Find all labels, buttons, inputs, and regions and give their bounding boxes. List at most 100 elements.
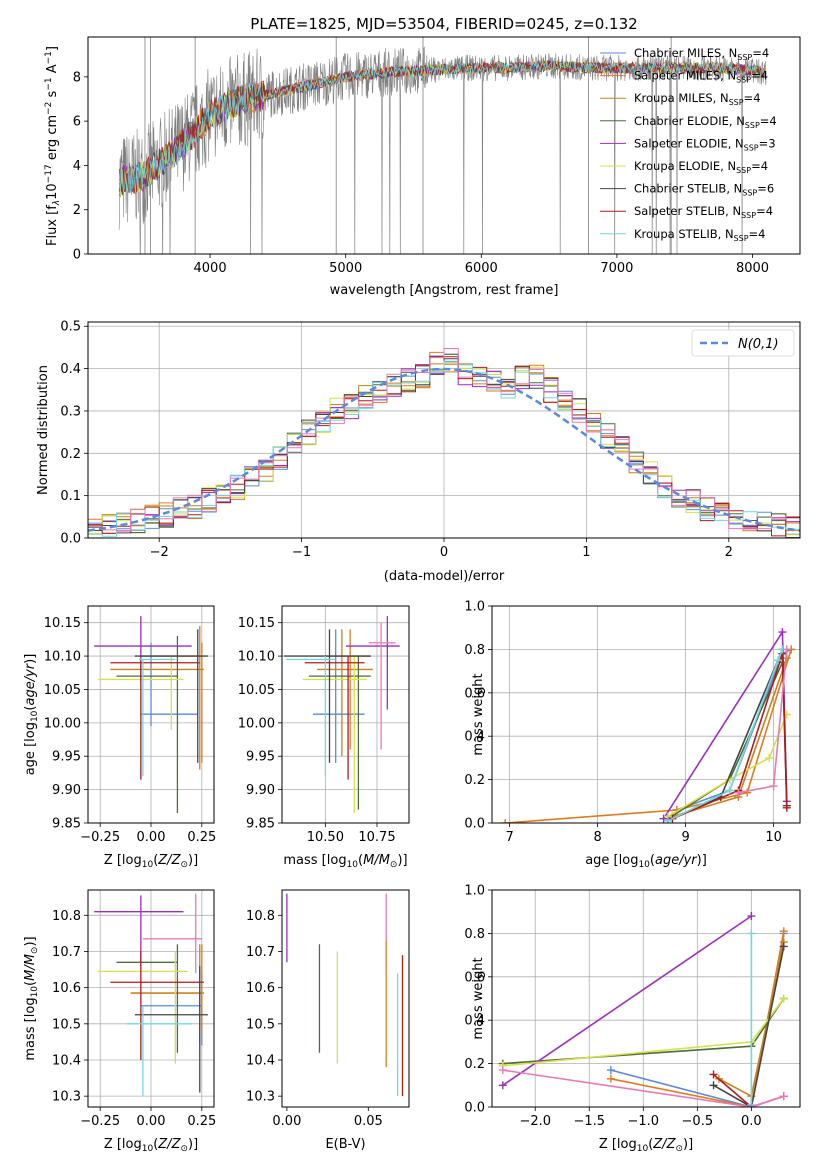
errorbar-plot-area [94,616,208,813]
legend-n-letter: N [735,136,744,150]
y-tick-label: 10.4 [246,1053,275,1068]
weight-point-marker [743,788,752,797]
weight-series-line [713,946,785,1107]
y-tick-label: 0 [73,248,81,263]
x-axis-label: (data-model)/error [384,569,505,584]
legend-n-value: 4 [769,114,776,128]
y-tick-label: 9.85 [52,817,81,832]
legend-n-sub: SSP [737,53,752,62]
weight-point-marker [747,929,756,938]
y-label-part: −1 [44,51,54,64]
label-part: Z [log [104,853,142,868]
y-label-part: −17 [44,164,54,183]
y-label-part: ] [45,46,60,51]
x-tick-label: 4000 [194,261,227,276]
legend-n-sub: SSP [742,189,757,198]
legend-n-value: 4 [762,46,769,60]
x-tick-label: 0.25 [187,830,216,845]
label-part: 10 [347,860,359,870]
weight-vs-metallicity-panel: −2.0 −1.5 −1.0 −0.5 0.0 0.0 0.2 0.4 0.6 0.8 1.0 Z [… [464,884,801,1154]
spectrum-plot-area [118,37,767,254]
legend-eq: = [760,114,770,128]
y-tick-label: 6 [73,115,81,130]
residual-histogram-step [88,348,800,538]
y-tick-label: 0.2 [60,447,81,462]
y-tick-label: 9.95 [246,750,275,765]
weight-point-marker [774,656,782,665]
legend-n-value: 4 [761,69,768,83]
weight-point-marker [606,1074,615,1083]
x-axis-label: age [log10​(age/yr)] [585,853,707,870]
label-part: 10 [142,860,154,870]
errorbar-plot-area [286,893,404,1097]
weight-point-marker [709,1081,718,1090]
age-vs-metallicity-panel: −0.25 0.00 0.25 9.85 9.90 9.95 10.00 10.05 10.10… [23,605,216,870]
y-tick-label: 0.6 [464,970,485,985]
histogram-legend-box [691,329,795,357]
label-part: ( [358,853,363,868]
x-tick-label: 0.05 [354,1114,383,1129]
legend-n-sub: SSP [729,98,744,107]
label-part: ( [650,853,655,868]
y-tick-label: 0.6 [464,686,485,701]
y-tick-label: 0.4 [464,1014,485,1029]
legend-n-letter: N [727,159,736,173]
mass-vs-reddening-panel: 0.00 0.05 10.3 10.4 10.5 10.6 10.7 10.8 E(B-V) [246,889,410,1152]
label-part: age [log [23,722,38,775]
legend-lib: Kroupa STELIB [634,227,718,241]
x-axis-label: wavelength [Angstrom, rest frame] [330,283,559,298]
y-tick-label: 0.0 [464,817,485,832]
legend-n-letter: N [720,91,729,105]
chart-title: PLATE=1825, MJD=53504, FIBERID=0245, z=0… [250,15,637,33]
y-tick-label: 10.8 [52,909,81,924]
label-part: 10 [638,860,650,870]
axes-frame [87,36,801,255]
x-tick-label: 0 [440,545,448,560]
x-tick-label: 0.00 [272,1114,301,1129]
weight-point-marker [725,786,734,795]
label-part: age [log [585,853,638,868]
weight-point-marker [747,1103,756,1107]
x-tick-label: −0.5 [682,1114,714,1129]
legend-entry: Salpeter STELIB, NSSP=4 [634,204,773,220]
weight-point-marker [769,782,778,791]
legend-n-sub: SSP [741,211,756,220]
y-label-part: Flux [f [45,205,60,246]
label-part: )] [397,853,407,868]
legend-n-value: 6 [767,182,774,196]
label-part: ( [153,1137,158,1152]
y-tick-label: 9.90 [52,783,81,798]
x-tick-label: 7000 [600,261,633,276]
y-label-part: erg cm [45,115,60,164]
residual-histogram-panel: −2 −1 0 1 2 0.0 0.1 0.2 0.3 0.4 0.5 N(0,1) (data-mod… [36,320,801,584]
legend-entry: Chabrier ELODIE, NSSP=4 [634,114,777,130]
y-tick-label: 0.8 [464,927,485,942]
legend-lib: Salpeter ELODIE [634,136,728,150]
y-tick-label: 10.5 [52,1017,81,1032]
label-part: ⊙ [180,860,188,870]
x-axis-label: Z [log10​(Z/Z⊙​)] [104,1137,198,1154]
x-axis-label: E(B-V) [325,1137,365,1152]
legend-sep: , [720,159,727,173]
legend-lib: Chabrier STELIB [634,182,726,196]
y-label-part: A [45,64,60,77]
legend-n-letter: N [725,227,734,241]
label-part: )] [683,1137,693,1152]
errorbar-plot-area [284,616,400,813]
legend-n-value: 4 [753,91,760,105]
y-tick-label: 10.00 [238,716,275,731]
x-tick-label: 1 [582,545,590,560]
y-tick-label: 9.85 [246,817,275,832]
legend-n-letter: N [736,114,745,128]
label-part: mass [log [23,997,38,1060]
y-axis-label: age [log10​(age/yr)] [23,654,40,776]
legend-eq: = [756,204,766,218]
label-part: ( [648,1137,653,1152]
legend-sep: , [729,114,736,128]
weight-point-marker [779,1092,788,1101]
label-part: mass [log [283,853,346,868]
legend-n-letter: N [732,204,741,218]
y-tick-label: 0.0 [60,532,81,547]
y-tick-label: 10.4 [52,1053,81,1068]
legend-n-sub: SSP [745,121,760,130]
